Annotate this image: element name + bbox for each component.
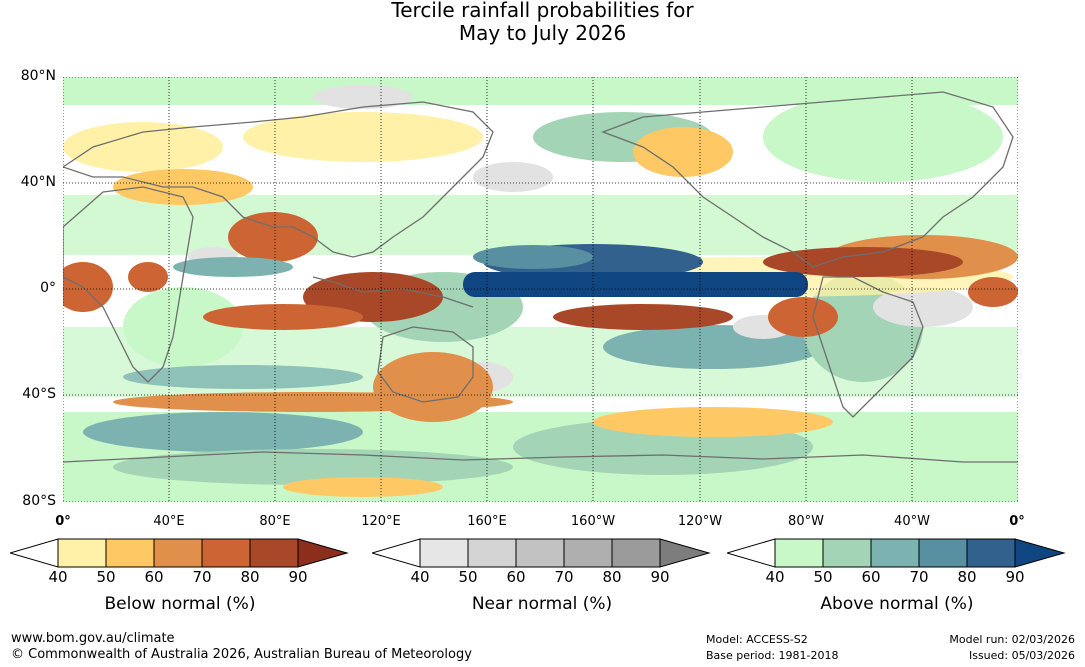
legend-above-tick: 50 xyxy=(813,568,833,586)
legend-near-tick: 60 xyxy=(506,568,526,586)
legend-below-normal-title: Below normal (%) xyxy=(104,594,256,614)
lat-label-80n: 80°N xyxy=(20,68,56,84)
lon-label-160w: 160°W xyxy=(570,514,616,529)
map-title-line1: Tercile rainfall probabilities for xyxy=(391,0,694,22)
legend-below-tick: 70 xyxy=(192,568,212,586)
strong-above-normal-regions xyxy=(173,244,808,297)
legend-near-swatch-80 xyxy=(611,538,661,568)
map-title-line2: May to July 2026 xyxy=(458,21,627,45)
coastlines xyxy=(63,91,1018,463)
legend-above-tick: 40 xyxy=(765,568,785,586)
legend-below-swatch-40 xyxy=(57,538,107,568)
legend-above-normal-title: Above normal (%) xyxy=(820,594,974,614)
legend-near-normal-colorbar xyxy=(372,538,711,568)
legend-above-normal: 40 50 60 70 80 90 xyxy=(727,538,1067,586)
legend-below-tick: 50 xyxy=(96,568,116,586)
footer-model: Model: ACCESS-S2 xyxy=(706,633,808,646)
legend-near-swatch-50 xyxy=(467,538,517,568)
legend-above-swatch-40 xyxy=(774,538,824,568)
legend-above-tick: 60 xyxy=(861,568,881,586)
lat-label-40n: 40°N xyxy=(20,174,56,190)
legend-below-tick: 40 xyxy=(48,568,68,586)
graticule xyxy=(63,77,1018,502)
legend-below-swatch-80 xyxy=(249,538,299,568)
legend-above-swatch-70 xyxy=(918,538,968,568)
legend-near-swatch-90 xyxy=(659,538,711,568)
lon-label-120w: 120°W xyxy=(677,514,723,529)
legend-below-swatch-50 xyxy=(105,538,155,568)
lon-label-0-east: 0° xyxy=(1009,514,1025,529)
legend-near-tick: 50 xyxy=(458,568,478,586)
legend-near-swatch-60 xyxy=(515,538,565,568)
legend-near-tick: 80 xyxy=(602,568,622,586)
rainfall-probability-map xyxy=(63,77,1018,502)
legend-near-swatch-40 xyxy=(419,538,469,568)
legend-above-normal-colorbar xyxy=(727,538,1066,568)
lon-label-160e: 160°E xyxy=(467,514,507,529)
legend-near-tick: 70 xyxy=(554,568,574,586)
legend-below-tick: 80 xyxy=(240,568,260,586)
legend-below-tick: 60 xyxy=(144,568,164,586)
legend-below-swatch-90 xyxy=(297,538,349,568)
footer-url-link[interactable]: www.bom.gov.au/climate xyxy=(11,631,175,646)
footer-copyright: © Commonwealth of Australia 2026, Austra… xyxy=(11,647,472,662)
above-normal-regions xyxy=(63,77,1018,502)
lon-label-120e: 120°E xyxy=(361,514,401,529)
legend-near-tick: 90 xyxy=(650,568,670,586)
legend-below-swatch-60 xyxy=(153,538,203,568)
legend-near-tick: 40 xyxy=(410,568,430,586)
lat-label-80s: 80°S xyxy=(22,493,56,509)
lon-label-40w: 40°W xyxy=(894,514,930,529)
footer-issued: Issued: 05/03/2026 xyxy=(968,649,1075,662)
legend-near-swatch-70 xyxy=(563,538,613,568)
lon-label-40e: 40°E xyxy=(153,514,185,529)
legend-above-tick: 70 xyxy=(909,568,929,586)
footer-base-period: Base period: 1981-2018 xyxy=(706,649,839,662)
legend-above-swatch-80 xyxy=(966,538,1016,568)
lat-label-40s: 40°S xyxy=(22,386,56,402)
legend-above-swatch-90 xyxy=(1014,538,1066,568)
lat-label-0: 0° xyxy=(40,280,56,296)
lon-label-0-west: 0° xyxy=(55,514,71,529)
legend-below-swatch-70 xyxy=(201,538,251,568)
legend-above-swatch-50 xyxy=(822,538,872,568)
legend-below-normal-colorbar xyxy=(10,538,349,568)
legend-above-tick: 80 xyxy=(957,568,977,586)
lon-label-80w: 80°W xyxy=(788,514,824,529)
legend-above-swatch-60 xyxy=(870,538,920,568)
legend-above-tick: 90 xyxy=(1005,568,1025,586)
legend-near-normal-title: Near normal (%) xyxy=(471,594,613,614)
legend-below-normal: 40 50 60 70 80 90 xyxy=(10,538,350,586)
legend-near-normal: 40 50 60 70 80 90 xyxy=(372,538,712,586)
legend-below-tick: 90 xyxy=(288,568,308,586)
lon-label-80e: 80°E xyxy=(259,514,291,529)
footer-model-run: Model run: 02/03/2026 xyxy=(949,633,1075,646)
